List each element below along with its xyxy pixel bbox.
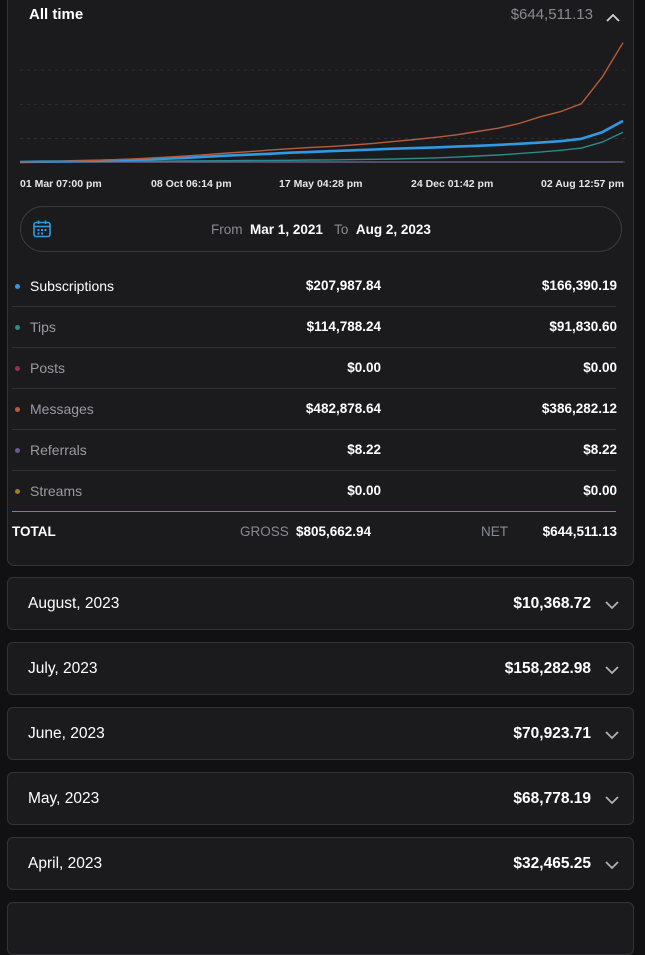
- row-net: $91,830.60: [549, 319, 617, 334]
- row-name: Tips: [30, 319, 56, 335]
- streams-dot: [15, 489, 20, 494]
- referrals-dot: [15, 448, 20, 453]
- chevron-down-icon[interactable]: [604, 795, 620, 805]
- gross-label: GROSS: [240, 524, 289, 539]
- month-may-2023[interactable]: May, 2023 $68,778.19: [7, 772, 634, 825]
- row-net: $8.22: [583, 442, 617, 457]
- row-gross: $0.00: [347, 483, 381, 498]
- month-name: May, 2023: [28, 790, 99, 808]
- x-axis-ticks: 01 Mar 07:00 pm 08 Oct 06:14 pm 17 May 04:…: [20, 178, 625, 192]
- month-name: August, 2023: [28, 595, 119, 613]
- row-net: $0.00: [583, 483, 617, 498]
- row-gross: $207,987.84: [306, 278, 381, 293]
- month-name: June, 2023: [28, 725, 105, 743]
- total-row: TOTAL GROSS $805,662.94 NET $644,511.13: [12, 524, 616, 544]
- month-name: April, 2023: [28, 855, 102, 873]
- month-value: $32,465.25: [513, 855, 591, 873]
- chevron-down-icon[interactable]: [604, 860, 620, 870]
- row-posts: Posts $0.00 $0.00: [12, 348, 616, 389]
- row-gross: $0.00: [347, 360, 381, 375]
- row-name: Subscriptions: [30, 278, 114, 294]
- row-messages: Messages $482,878.64 $386,282.12: [12, 389, 616, 430]
- row-net: $166,390.19: [542, 278, 617, 293]
- date-range-picker[interactable]: From Mar 1, 2021 To Aug 2, 2023: [20, 206, 622, 252]
- net-label: NET: [481, 524, 508, 539]
- row-net: $386,282.12: [542, 401, 617, 416]
- tips-dot: [15, 325, 20, 330]
- month-value: $70,923.71: [513, 725, 591, 743]
- month-value: $158,282.98: [505, 660, 591, 678]
- row-name: Posts: [30, 360, 65, 376]
- earnings-breakdown: Subscriptions $207,987.84 $166,390.19 Ti…: [12, 266, 616, 512]
- x-tick-label: 01 Mar 07:00 pm: [20, 178, 102, 190]
- month-april-2023[interactable]: April, 2023 $32,465.25: [7, 837, 634, 890]
- row-referrals: Referrals $8.22 $8.22: [12, 430, 616, 471]
- chevron-down-icon[interactable]: [604, 665, 620, 675]
- row-gross: $482,878.64: [306, 401, 381, 416]
- row-subscriptions: Subscriptions $207,987.84 $166,390.19: [12, 266, 616, 307]
- row-name: Streams: [30, 483, 82, 499]
- x-tick-label: 17 May 04:28 pm: [279, 178, 362, 190]
- x-tick-label: 08 Oct 06:14 pm: [151, 178, 232, 190]
- row-tips: Tips $114,788.24 $91,830.60: [12, 307, 616, 348]
- earnings-chart: [20, 36, 625, 166]
- x-tick-label: 24 Dec 01:42 pm: [411, 178, 493, 190]
- row-gross: $8.22: [347, 442, 381, 457]
- date-range-text: From Mar 1, 2021 To Aug 2, 2023: [21, 222, 621, 237]
- chevron-up-icon[interactable]: [605, 13, 621, 23]
- month-name: July, 2023: [28, 660, 98, 678]
- series-line-subscriptions: [20, 121, 623, 162]
- row-net: $0.00: [583, 360, 617, 375]
- row-gross: $114,788.24: [307, 319, 381, 334]
- month-june-2023[interactable]: June, 2023 $70,923.71: [7, 707, 634, 760]
- gross-total: $805,662.94: [296, 524, 371, 539]
- row-streams: Streams $0.00 $0.00: [12, 471, 616, 512]
- from-date: Mar 1, 2021: [250, 222, 323, 237]
- chevron-down-icon[interactable]: [604, 730, 620, 740]
- month-next[interactable]: [7, 902, 634, 955]
- to-label: To: [334, 222, 348, 237]
- net-total: $644,511.13: [543, 524, 617, 539]
- month-value: $10,368.72: [513, 595, 591, 613]
- chart-grid: [20, 70, 625, 162]
- to-date: Aug 2, 2023: [356, 222, 431, 237]
- total-label: TOTAL: [12, 524, 56, 539]
- chevron-down-icon[interactable]: [604, 600, 620, 610]
- month-value: $68,778.19: [513, 790, 591, 808]
- subscriptions-dot: [15, 284, 20, 289]
- month-august-2023[interactable]: August, 2023 $10,368.72: [7, 577, 634, 630]
- from-label: From: [211, 222, 243, 237]
- x-tick-label: 02 Aug 12:57 pm: [541, 178, 624, 190]
- messages-dot: [15, 407, 20, 412]
- month-july-2023[interactable]: July, 2023 $158,282.98: [7, 642, 634, 695]
- row-name: Messages: [30, 401, 94, 417]
- posts-dot: [15, 366, 20, 371]
- panel-total: $644,511.13: [511, 6, 593, 23]
- row-name: Referrals: [30, 442, 87, 458]
- panel-title: All time: [29, 6, 83, 23]
